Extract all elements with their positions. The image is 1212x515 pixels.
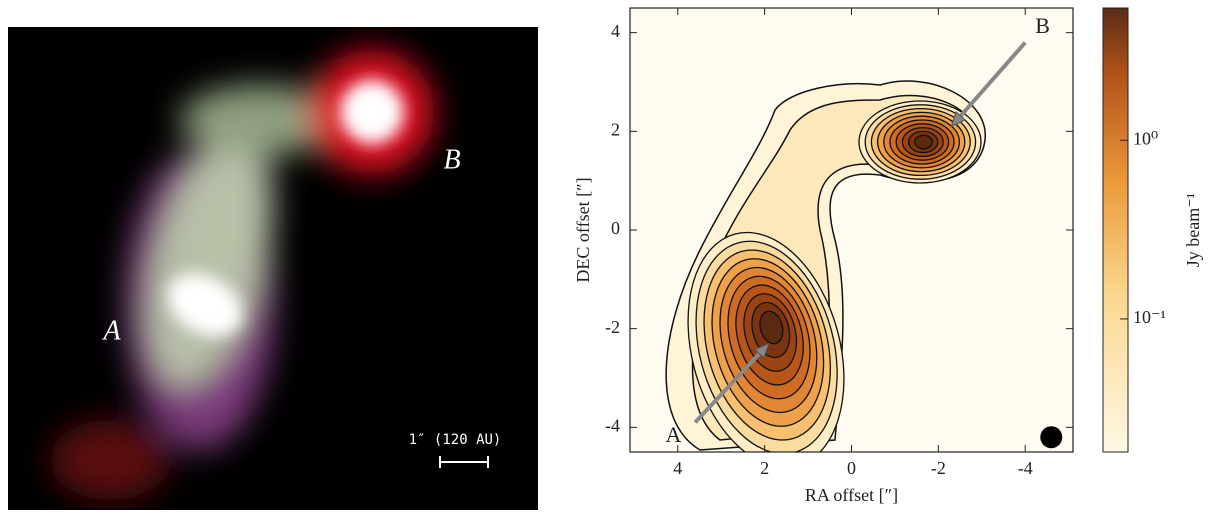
colorbar-tick-label: 10⁰ bbox=[1133, 128, 1158, 148]
source-label: B bbox=[443, 144, 460, 175]
y-axis-label: DEC offset [″] bbox=[573, 177, 593, 282]
arrow-head bbox=[754, 342, 770, 359]
arrow-head bbox=[950, 111, 967, 128]
x-tick-label: 2 bbox=[760, 458, 769, 478]
colorbar-label: Jy beam⁻¹ bbox=[1183, 193, 1203, 267]
arrow bbox=[959, 41, 1027, 118]
x-tick-label: 4 bbox=[673, 458, 682, 478]
contour-map bbox=[630, 8, 1073, 452]
y-tick-label: 4 bbox=[611, 21, 620, 41]
colorbar-tick-label: 10⁻¹ bbox=[1133, 307, 1166, 327]
x-tick-label: -4 bbox=[1018, 458, 1033, 478]
source-label: A bbox=[101, 315, 121, 346]
y-tick-label: -4 bbox=[605, 415, 620, 435]
x-tick-label: 0 bbox=[847, 458, 856, 478]
colorbar bbox=[1102, 7, 1129, 453]
beam bbox=[1040, 426, 1063, 449]
arrow bbox=[693, 352, 761, 424]
y-tick-label: -2 bbox=[605, 317, 620, 337]
rgb-image: A B 1″ (120 AU) bbox=[8, 27, 538, 510]
annotation: B bbox=[1035, 13, 1050, 38]
contour bbox=[914, 134, 934, 150]
x-axis-label: RA offset [″] bbox=[805, 485, 898, 505]
contour bbox=[759, 310, 784, 345]
scalebar-label: 1″ (120 AU) bbox=[409, 432, 502, 448]
x-tick-label: -2 bbox=[931, 458, 946, 478]
annotation: A bbox=[665, 422, 681, 447]
y-tick-label: 2 bbox=[611, 119, 620, 139]
y-tick-label: 0 bbox=[611, 218, 620, 238]
